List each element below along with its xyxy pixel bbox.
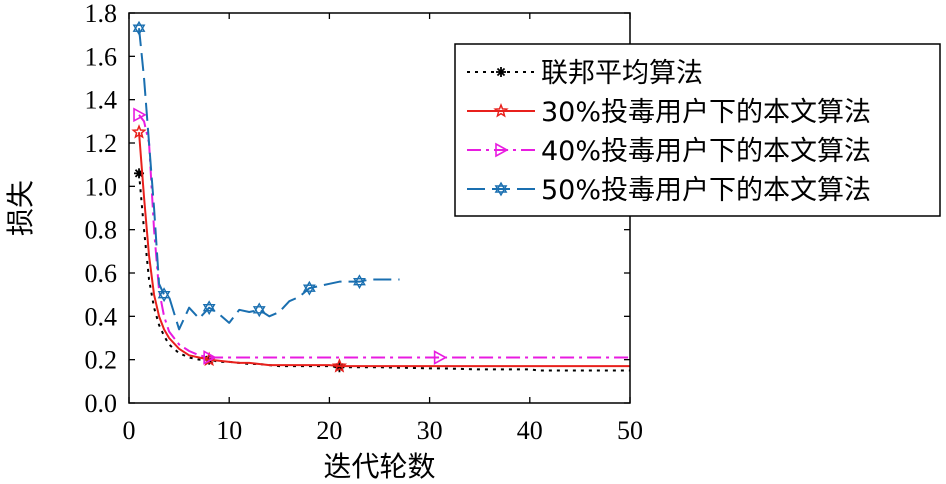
legend-box — [454, 43, 941, 217]
y-tick-label: 1.2 — [85, 129, 118, 158]
series-4 — [132, 20, 400, 331]
data-point-3-10 — [203, 350, 217, 365]
data-point-2-20 — [331, 358, 348, 373]
y-tick-label: 0.8 — [85, 216, 118, 245]
legend-entry-4: 50%投毒用户下的本文算法 — [467, 175, 871, 206]
x-tick-label: 30 — [417, 416, 443, 445]
data-point-4-25 — [353, 274, 366, 290]
legend-label: 联邦平均算法 — [541, 58, 703, 89]
series-line-4 — [138, 28, 400, 331]
legend-marker — [495, 142, 509, 158]
data-point-4-15 — [252, 302, 266, 318]
legend-entry-2: 30%投毒用户下的本文算法 — [467, 97, 871, 128]
y-tick-label: 1.8 — [85, 0, 118, 28]
x-tick-label: 50 — [617, 416, 643, 445]
legend-marker — [496, 67, 506, 77]
legend-marker — [493, 102, 509, 118]
data-point-2-0 — [131, 124, 147, 139]
legend: 联邦平均算法 30%投毒用户下的本文算法 40%投毒用户下的本文算法 50%投毒用户下… — [454, 43, 941, 217]
legend-entry-3: 40%投毒用户下的本文算法 — [467, 136, 871, 167]
y-axis-label: 损失 — [4, 180, 37, 236]
y-tick-label: 0.2 — [85, 346, 118, 375]
y-tick-label: 1.0 — [85, 172, 118, 201]
y-tick-label: 1.6 — [85, 42, 118, 71]
data-point-4-5 — [157, 287, 171, 303]
legend-entry-1: 联邦平均算法 — [467, 58, 703, 89]
legend-marker — [494, 181, 508, 197]
x-tick-label: 20 — [316, 416, 342, 445]
y-tick-label: 0.0 — [85, 389, 118, 418]
x-tick-label: 0 — [123, 416, 136, 445]
data-point-3-20 — [433, 350, 448, 365]
series-line-2 — [138, 132, 630, 368]
data-point-3-0 — [133, 107, 147, 123]
y-tick-label: 1.4 — [85, 86, 118, 115]
legend-label: 50%投毒用户下的本文算法 — [541, 175, 871, 206]
x-tick-label: 40 — [517, 416, 543, 445]
data-point-4-10 — [202, 300, 216, 316]
data-point-4-0 — [132, 20, 146, 36]
y-tick-label: 0.4 — [85, 302, 118, 331]
data-point-4-20 — [302, 280, 316, 296]
legend-label: 40%投毒用户下的本文算法 — [541, 136, 871, 167]
series-line-1 — [138, 173, 630, 372]
legend-label: 30%投毒用户下的本文算法 — [541, 97, 871, 128]
x-tick-label: 10 — [216, 416, 242, 445]
x-axis-label: 迭代轮数 — [323, 450, 435, 483]
plot-area — [131, 20, 630, 373]
y-tick-label: 0.6 — [85, 259, 118, 288]
